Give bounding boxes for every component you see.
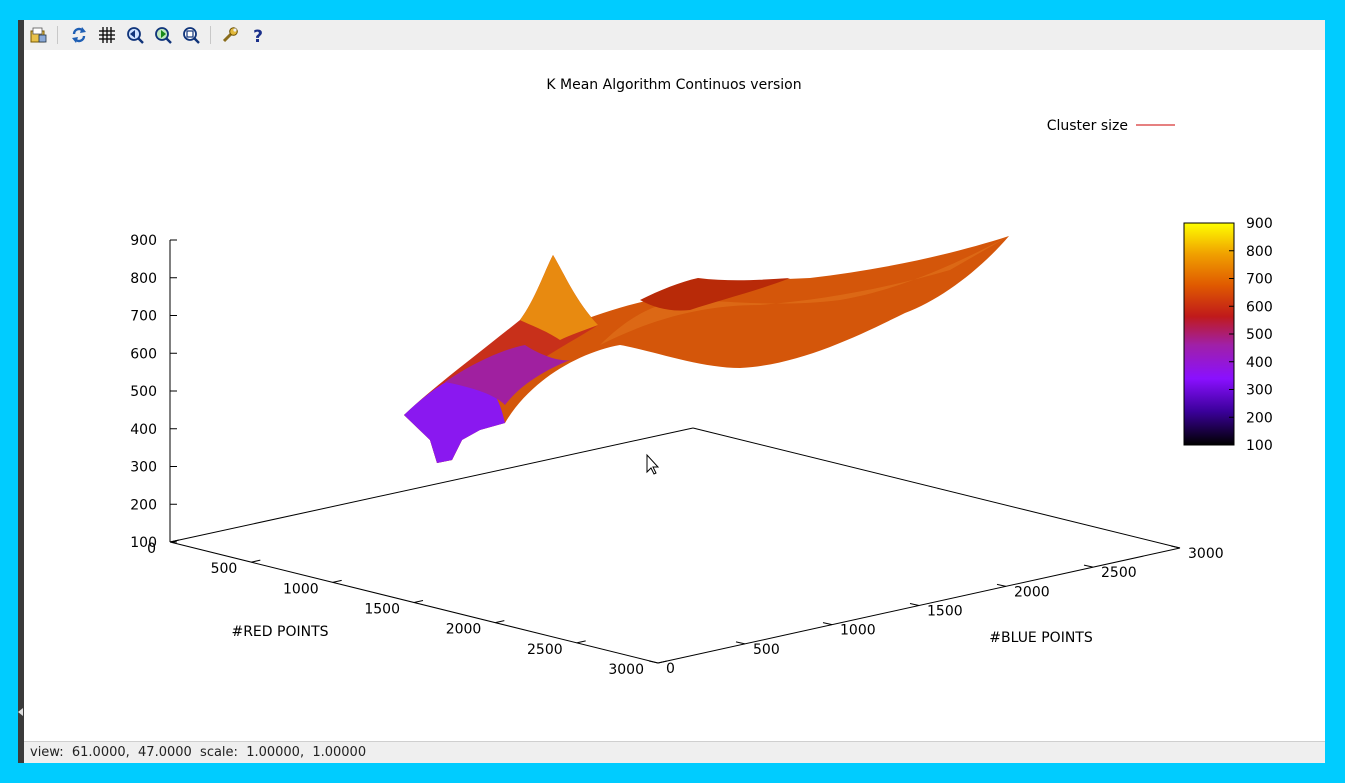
y-tick [822,622,833,626]
y-tick [1170,545,1181,549]
surface-dark-ridge [640,278,790,311]
zoom-fit-icon [183,27,200,44]
help-icon: ? [253,27,263,44]
x-tick [332,579,342,583]
colorbar-ticks: 100 200 300 400 500 600 700 800 900 [1229,216,1273,454]
colorbar-tick-label: 900 [1246,216,1273,232]
x-tick-label: 2500 [527,642,563,658]
grid-button[interactable] [97,25,117,45]
plot-canvas[interactable]: K Mean Algorithm Continuos version Clust… [24,50,1325,740]
x-tick [413,600,424,603]
x-tick-label: 0 [147,541,156,557]
colorbar-gradient [1183,222,1235,446]
gnuplot-window: ? K Mean Algorithm Continuos version [18,20,1325,763]
window-left-border [18,20,24,763]
z-tick-label: 400 [130,422,157,438]
x-tick-label: 1500 [364,602,400,618]
x-tick [251,559,261,563]
export-icon [30,27,47,43]
x-axis-label: #RED POINTS [231,624,328,640]
x-axis: 0 500 1000 1500 2000 2500 3000 [147,539,668,678]
colorbar-tick-label: 100 [1246,438,1273,454]
y-tick [648,660,659,664]
y-tick-label: 3000 [1188,546,1224,562]
y-tick-label: 0 [666,661,675,677]
surface-mid-region [445,345,570,405]
z-tick-label: 900 [130,233,157,249]
x-tick [169,539,180,543]
surface-plot [404,236,1009,463]
colorbar: 100 200 300 400 500 600 700 800 900 [1183,216,1273,454]
zoom-previous-icon [127,27,144,44]
y-tick-label: 500 [753,642,780,658]
z-tick-label: 500 [130,384,157,400]
y-tick [735,641,746,645]
colorbar-tick-label: 800 [1246,244,1273,260]
y-tick [996,583,1007,587]
status-text: view: 61.0000, 47.0000 scale: 1.00000, 1… [30,745,367,760]
surface-peak [520,255,598,340]
surface-low-region [404,370,505,463]
replot-button[interactable] [69,25,89,45]
x-tick-label: 2000 [446,622,482,638]
y-tick-label: 1500 [927,604,963,620]
status-bar: view: 61.0000, 47.0000 scale: 1.00000, 1… [24,741,1325,763]
help-button[interactable]: ? [248,25,268,45]
z-tick-label: 800 [130,271,157,287]
svg-text:?: ? [253,27,263,44]
z-tick-label: 100 [130,535,157,551]
colorbar-tick-label: 200 [1246,410,1273,426]
colorbar-tick-label: 600 [1246,299,1273,315]
chart-title: K Mean Algorithm Continuos version [546,77,801,93]
toolbar-separator [210,26,211,44]
z-tick-label: 300 [130,460,157,476]
y-tick-label: 1000 [840,623,876,639]
wrench-icon [222,27,238,43]
zoom-next-icon [155,27,172,44]
y-axis-label: #BLUE POINTS [989,630,1093,646]
x-tick [495,620,505,624]
next-zoom-button[interactable] [153,25,173,45]
z-tick-label: 700 [130,309,157,325]
options-button[interactable] [220,25,240,45]
y-axis: 0 500 1000 1500 2000 2500 3000 [648,545,1224,677]
legend-label: Cluster size [1047,118,1128,134]
export-button[interactable] [29,25,49,45]
toolbar: ? [24,20,1325,50]
y-tick-label: 2500 [1101,565,1137,581]
x-tick-label: 500 [211,561,238,577]
y-tick [909,603,920,606]
collapse-arrow-icon[interactable] [18,708,23,716]
legend: Cluster size [1047,118,1175,134]
z-axis: 100 200 300 400 500 600 700 800 900 [130,233,177,551]
z-tick-label: 200 [130,497,157,513]
colorbar-tick-label: 400 [1246,355,1273,371]
refresh-icon [72,27,86,43]
mouse-pointer-icon [646,453,660,475]
autoscale-button[interactable] [181,25,201,45]
y-tick-label: 2000 [1014,584,1050,600]
grid-icon [99,27,115,43]
toolbar-separator [57,26,58,44]
y-tick [1083,564,1094,568]
previous-zoom-button[interactable] [125,25,145,45]
z-tick-label: 600 [130,346,157,362]
colorbar-tick-label: 500 [1246,327,1273,343]
x-tick [657,660,668,664]
colorbar-tick-label: 700 [1246,272,1273,288]
x-tick-label: 3000 [608,662,644,678]
colorbar-tick-label: 300 [1246,383,1273,399]
x-tick-label: 1000 [283,581,319,597]
x-tick [576,640,586,644]
